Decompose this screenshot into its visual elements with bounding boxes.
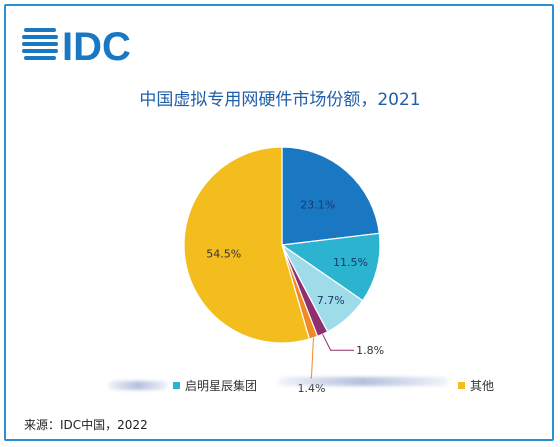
legend-item-1: 启明星辰集团 [108,377,257,394]
slice-label: 7.7% [317,294,345,307]
leader-line [309,337,314,379]
slice-label: 23.1% [300,199,335,212]
legend-label: 启明星辰集团 [185,379,258,393]
chart-legend: 启明星辰集团 其他 [108,377,538,397]
idc-logo: IDC [22,25,131,64]
chart-title: 中国虚拟专用网硬件市场份额，2021 [139,90,421,110]
legend-label-redacted [278,377,448,386]
slice-label: 54.5% [206,247,241,260]
slice-label: 1.8% [356,344,384,357]
legend-swatch [173,382,180,389]
legend-label-redacted [108,381,168,390]
pie-slice [280,232,381,302]
leader-line [322,333,355,351]
legend-item-3: 其他 [458,377,494,394]
legend-item-2 [278,377,448,386]
legend-swatch [458,382,465,389]
source-note: 来源：IDC中国，2022 [24,418,148,432]
slice-label: 11.5% [333,256,368,269]
pie-slice [183,146,311,344]
pie-slice [281,146,380,246]
legend-label: 其他 [470,379,495,393]
logo-text: IDC [62,25,131,64]
